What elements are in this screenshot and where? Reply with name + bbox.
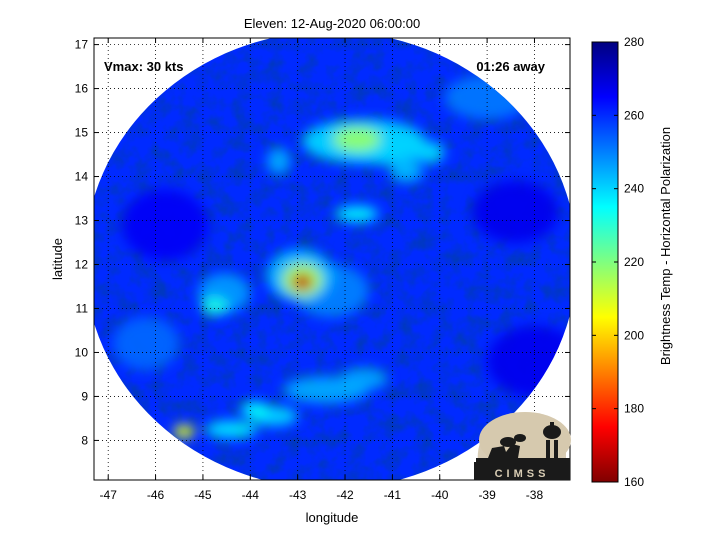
colorbar-tick-label: 180 bbox=[624, 402, 644, 416]
x-tick-label: -46 bbox=[147, 488, 165, 502]
convection-feature bbox=[416, 141, 445, 164]
convection-feature bbox=[266, 147, 291, 175]
convection-feature bbox=[122, 189, 208, 261]
convection-feature bbox=[173, 424, 195, 439]
y-tick-label: 8 bbox=[81, 433, 88, 447]
x-tick-label: -41 bbox=[384, 488, 402, 502]
cimss-logo-text: CIMSS bbox=[495, 468, 550, 480]
y-tick-label: 13 bbox=[75, 214, 89, 228]
colorbar-ticks: 160 180 200 220 240 260 280 bbox=[592, 35, 644, 489]
cimss-logo: CIMSS bbox=[474, 412, 571, 480]
colorbar-label: Brightness Temp - Horizontal Polarizatio… bbox=[658, 127, 673, 365]
y-tick-label: 9 bbox=[81, 389, 88, 403]
x-tick-label: -47 bbox=[100, 488, 118, 502]
convection-feature bbox=[240, 401, 270, 418]
convection-feature bbox=[112, 317, 180, 371]
vmax-annotation: Vmax: 30 kts bbox=[104, 59, 184, 74]
y-tick-label: 10 bbox=[75, 345, 89, 359]
convection-feature bbox=[444, 75, 530, 120]
time-away-annotation: 01:26 away bbox=[476, 59, 545, 74]
x-tick-label: -40 bbox=[431, 488, 449, 502]
colorbar-tick-label: 200 bbox=[624, 328, 644, 342]
swath-image bbox=[94, 38, 570, 480]
y-tick-label: 16 bbox=[75, 82, 89, 96]
colorbar-tick-label: 260 bbox=[624, 108, 644, 122]
convection-feature bbox=[205, 420, 258, 439]
x-axis-label: longitude bbox=[306, 510, 359, 525]
convection-feature bbox=[283, 376, 369, 404]
axis-ticks: -47 -46 -45 -44 -43 -42 -41 -40 -39 -38 8 9 10 11 12 13… bbox=[75, 38, 570, 502]
y-axis-label: latitude bbox=[50, 238, 65, 280]
y-tick-label: 14 bbox=[75, 170, 89, 184]
axes-frame bbox=[93, 37, 571, 481]
colorbar-tick-label: 160 bbox=[624, 475, 644, 489]
convection-feature bbox=[390, 162, 424, 182]
x-tick-label: -43 bbox=[289, 488, 307, 502]
colorbar-tick-label: 240 bbox=[624, 182, 644, 196]
plot-area bbox=[94, 38, 570, 480]
convection-feature bbox=[201, 297, 229, 316]
convection-feature bbox=[335, 206, 379, 222]
convection-feature bbox=[291, 274, 313, 291]
x-tick-label: -39 bbox=[478, 488, 496, 502]
y-tick-label: 17 bbox=[75, 38, 89, 52]
convection-feature bbox=[487, 326, 570, 397]
convection-feature bbox=[333, 126, 381, 152]
y-tick-label: 15 bbox=[75, 126, 89, 140]
x-tick-label: -44 bbox=[242, 488, 260, 502]
colorbar-tick-label: 220 bbox=[624, 255, 644, 269]
x-tick-label: -38 bbox=[526, 488, 544, 502]
convection-feature bbox=[472, 180, 559, 243]
y-tick-label: 11 bbox=[76, 301, 89, 315]
colorbar-tick-label: 280 bbox=[624, 35, 644, 49]
grid-lines bbox=[94, 38, 570, 480]
chart-title: Eleven: 12-Aug-2020 06:00:00 bbox=[244, 16, 420, 31]
x-tick-label: -42 bbox=[336, 488, 354, 502]
x-tick-label: -45 bbox=[194, 488, 212, 502]
y-tick-label: 12 bbox=[75, 257, 89, 271]
